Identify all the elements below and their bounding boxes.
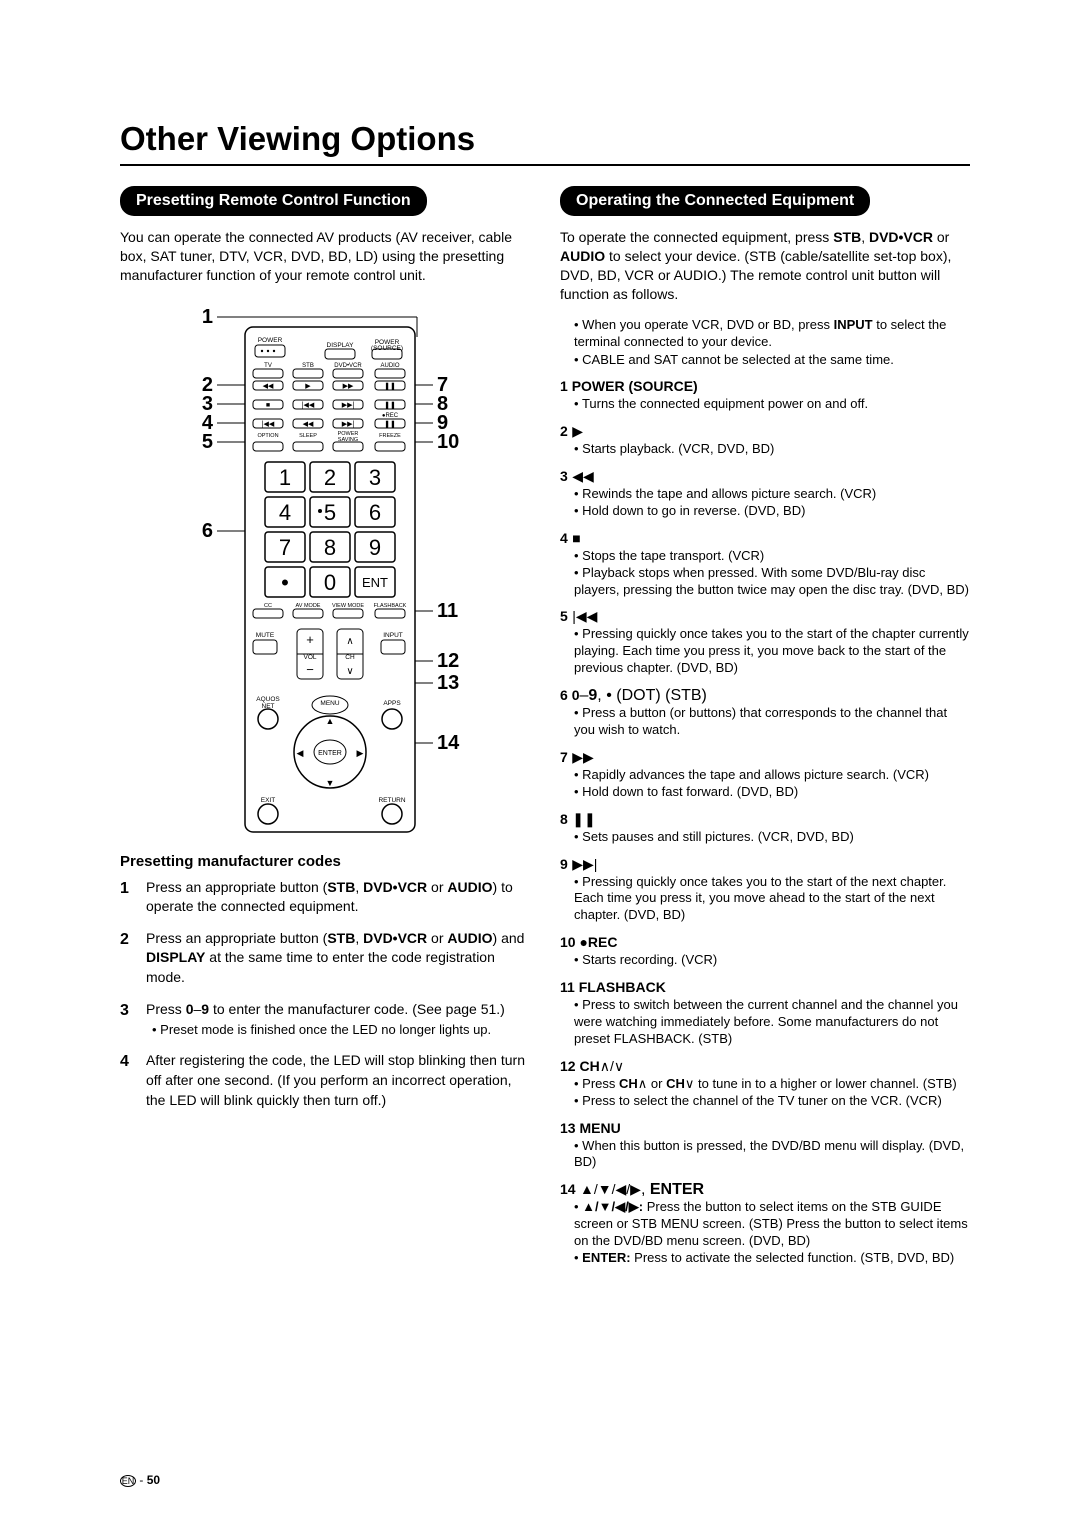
svg-text:CC: CC [264,603,272,609]
op-item-8: 8 ❚❚ Sets pauses and still pictures. (VC… [560,811,970,846]
svg-text:CH: CH [345,654,355,661]
svg-text:EXIT: EXIT [261,797,275,804]
op-item-6: 6 0–9, • (DOT) (STB) Press a button (or … [560,687,970,739]
svg-text:RETURN: RETURN [378,797,405,804]
svg-text:DVD•VCR: DVD•VCR [334,363,362,369]
svg-text:◀◀: ◀◀ [263,383,274,390]
svg-text:▶▶|: ▶▶| [342,402,355,409]
svg-text:◀◀: ◀◀ [303,421,314,428]
right-intro-bullets: When you operate VCR, DVD or BD, press I… [560,316,970,369]
svg-text:FLASHBACK: FLASHBACK [374,603,407,609]
svg-text:▶: ▶ [305,383,311,390]
op-item-12: 12 CH∧/∨ Press CH∧ or CH∨ to tune in to … [560,1058,970,1110]
left-column: Presetting Remote Control Function You c… [120,186,530,1267]
title-rule [120,164,970,166]
svg-text:TV: TV [264,363,272,369]
svg-text:VIEW MODE: VIEW MODE [332,603,364,609]
svg-text:AUDIO: AUDIO [380,363,399,369]
svg-text:7: 7 [279,535,291,560]
op-item-1: 1 POWER (SOURCE) Turns the connected equ… [560,378,970,413]
steps-list: 1 Press an appropriate button (STB, DVD•… [120,878,530,1111]
step-3: 3 Press 0–9 to enter the manufacturer co… [120,1000,530,1040]
svg-text:❚❚: ❚❚ [384,401,396,409]
right-column: Operating the Connected Equipment To ope… [560,186,970,1267]
svg-text:5: 5 [324,500,336,525]
op-item-2: 2 ▶ Starts playback. (VCR, DVD, BD) [560,423,970,458]
op-item-14: 14 ▲/▼/◀/▶, ENTER ▲/▼/◀/▶: Press the but… [560,1181,970,1267]
svg-text:ENTER: ENTER [318,750,342,757]
step-2: 2 Press an appropriate button (STB, DVD•… [120,929,530,988]
callout-10: 10 [437,431,459,453]
svg-text:▼: ▼ [326,778,335,788]
svg-text:VOL: VOL [303,654,316,661]
op-item-9: 9 ▶▶| Pressing quickly once takes you to… [560,856,970,925]
svg-text:2: 2 [324,465,336,490]
op-item-4: 4 ■ Stops the tape transport. (VCR)Playb… [560,530,970,599]
page-title: Other Viewing Options [120,120,970,158]
callout-5: 5 [202,431,213,453]
svg-text:ENT: ENT [362,575,388,590]
two-column-layout: Presetting Remote Control Function You c… [120,186,970,1267]
op-item-7: 7 ▶▶ Rapidly advances the tape and allow… [560,749,970,801]
svg-text:•: • [281,570,289,595]
page-footer: EN - 50 [120,1473,160,1487]
svg-text:▶▶: ▶▶ [343,383,354,390]
callout-11: 11 [437,600,458,622]
svg-text:❚❚: ❚❚ [384,420,396,428]
svg-text:3: 3 [369,465,381,490]
callout-12: 12 [437,650,459,672]
op-item-3: 3 ◀◀ Rewinds the tape and allows picture… [560,468,970,520]
svg-text:|◀◀: |◀◀ [262,421,275,428]
svg-text:MUTE: MUTE [256,632,275,639]
svg-text:∨: ∨ [346,666,353,677]
callout-14: 14 [437,732,460,754]
left-section-header: Presetting Remote Control Function [120,186,427,216]
right-intro: To operate the connected equipment, pres… [560,228,970,304]
lang-badge: EN [120,1475,136,1487]
op-item-13: 13 MENU When this button is pressed, the… [560,1120,970,1172]
svg-text:▲: ▲ [326,716,335,726]
svg-text:▶: ▶ [357,748,364,758]
step-1: 1 Press an appropriate button (STB, DVD•… [120,878,530,917]
right-section-header: Operating the Connected Equipment [560,186,870,216]
callout-1: 1 [202,306,213,328]
remote-diagram: 1 2 3 4 5 6 7 8 9 10 11 12 13 14 [165,297,485,837]
svg-text:FREEZE: FREEZE [379,433,401,439]
svg-text:◀: ◀ [297,748,304,758]
svg-text:●REC: ●REC [382,413,399,419]
svg-text:−: − [306,662,314,677]
svg-text:APPS: APPS [383,700,401,707]
svg-text:4: 4 [279,500,291,525]
svg-text:POWER: POWER [258,337,283,344]
svg-text:INPUT: INPUT [383,632,403,639]
callout-13: 13 [437,672,459,694]
svg-text:9: 9 [369,535,381,560]
svg-text:|◀◀: |◀◀ [302,402,315,409]
op-item-5: 5 |◀◀ Pressing quickly once takes you to… [560,608,970,677]
svg-text:❚❚: ❚❚ [384,382,396,390]
svg-text:1: 1 [279,465,291,490]
op-item-10: 10 ●REC Starts recording. (VCR) [560,934,970,969]
svg-text:AQUOS: AQUOS [256,696,280,703]
svg-text:STB: STB [302,363,314,369]
svg-text:8: 8 [324,535,336,560]
svg-text:6: 6 [369,500,381,525]
callout-6: 6 [202,520,213,542]
svg-text:DISPLAY: DISPLAY [327,342,355,349]
svg-text:SLEEP: SLEEP [299,433,317,439]
svg-text:+: + [306,632,314,647]
svg-text:∧: ∧ [346,636,353,647]
left-intro-text: You can operate the connected AV product… [120,228,530,285]
svg-text:▶▶|: ▶▶| [342,421,355,428]
svg-text:MENU: MENU [320,700,339,707]
svg-text:■: ■ [266,402,270,409]
step-4: 4 After registering the code, the LED wi… [120,1051,530,1110]
steps-heading: Presetting manufacturer codes [120,853,530,870]
op-item-11: 11 FLASHBACK Press to switch between the… [560,979,970,1048]
svg-text:0: 0 [324,570,336,595]
svg-text:AV MODE: AV MODE [296,603,321,609]
svg-text:OPTION: OPTION [257,433,278,439]
